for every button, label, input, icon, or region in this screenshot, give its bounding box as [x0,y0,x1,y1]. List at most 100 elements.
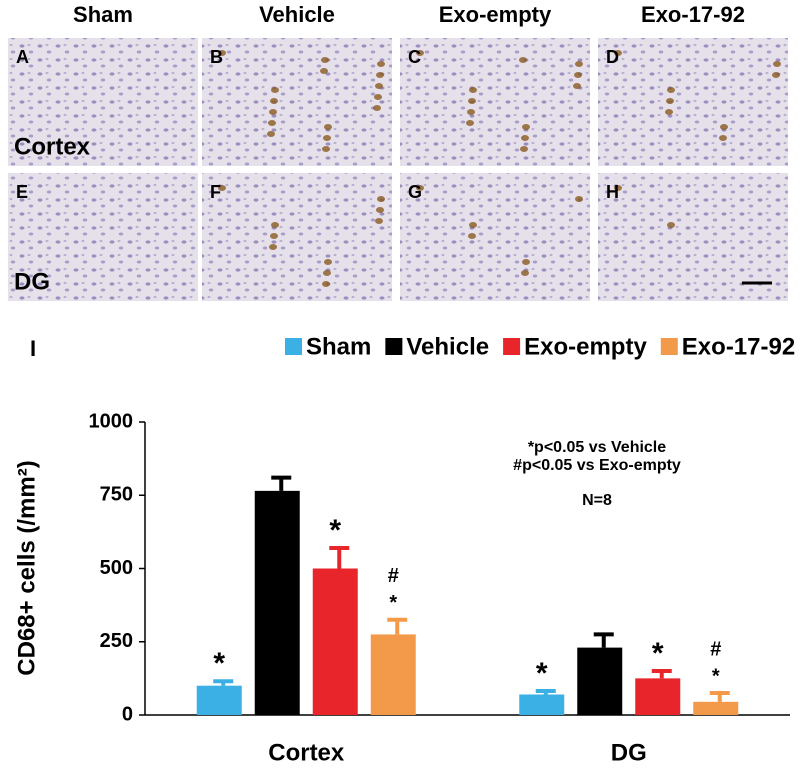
bar [577,647,623,715]
row-label: Cortex [14,133,91,160]
stain [520,146,528,152]
stain [467,109,475,115]
stain [614,50,622,56]
stain [377,61,385,67]
stain [575,61,583,67]
y-tick-label: 750 [100,484,133,506]
stain [521,270,529,276]
panel-label: E [16,182,28,202]
stain [269,244,277,250]
stain [522,124,530,130]
stain [468,233,476,239]
bar [519,694,565,715]
stain [270,98,278,104]
column-header: Exo-17-92 [641,2,745,27]
significance-mark: * [536,657,548,690]
stain [719,135,727,141]
panel-label: F [210,182,221,202]
micrograph [8,173,198,301]
panel-label: H [606,182,619,202]
stain [322,146,330,152]
stain [375,218,383,224]
panel-label: A [16,47,29,67]
stain [322,281,330,287]
stain [773,61,781,67]
stain [575,196,583,202]
stat-note: N=8 [582,492,612,509]
y-tick-label: 1000 [89,410,134,432]
significance-mark: # [388,565,399,587]
error-bar [271,475,292,491]
stain [720,124,728,130]
significance-mark: * [389,592,397,614]
significance-mark: * [213,647,225,680]
bar [312,568,358,715]
legend-swatch [385,338,403,355]
stain [665,109,673,115]
legend-label: Exo-17-92 [682,333,795,360]
bar [635,678,681,715]
stain [666,98,674,104]
error-bar [709,691,730,702]
y-axis-label: CD68+ cells (/mm²) [13,460,40,675]
legend-swatch [503,338,521,355]
stain [376,72,384,78]
bar [693,701,739,715]
stain [374,94,382,100]
micrograph [8,38,198,166]
legend-label: Sham [306,333,371,360]
y-tick-label: 500 [100,557,133,579]
error-bar [329,545,350,569]
micrograph [400,173,590,301]
error-bar [651,669,672,679]
stain [574,72,582,78]
y-tick-label: 0 [122,703,133,725]
stain [323,135,331,141]
stain [218,185,226,191]
error-bar [535,688,556,695]
column-header: Vehicle [259,2,335,27]
micrograph [598,38,788,166]
panel-label: C [408,47,421,67]
stain [271,222,279,228]
stain [521,135,529,141]
stain [772,72,780,78]
panel-label: D [606,47,619,67]
stain [469,222,477,228]
stain [268,120,276,126]
y-tick-label: 250 [100,630,133,652]
stain [573,83,581,89]
stain [321,57,329,63]
micrograph [400,38,590,166]
stain [667,222,675,228]
x-tick-label: DG [611,739,647,766]
stain [376,207,384,213]
x-tick-label: Cortex [268,739,345,766]
stain [267,131,275,137]
column-header: Exo-empty [439,2,552,27]
stain [667,87,675,93]
significance-mark: * [712,665,720,687]
stain [416,185,424,191]
stain [323,270,331,276]
stain [416,50,424,56]
significance-mark: * [329,514,341,547]
stat-note: #p<0.05 vs Exo-empty [513,457,681,474]
stain [519,57,527,63]
error-bar [387,617,408,635]
significance-mark: * [652,637,664,670]
stain [269,109,277,115]
column-header: Sham [73,2,133,27]
micrograph [598,173,788,301]
panel-label: I [30,336,36,361]
stain [468,98,476,104]
stain [324,124,332,130]
panel-label: B [210,47,223,67]
stain [522,259,530,265]
bar [370,634,416,715]
stain [218,50,226,56]
bar [254,490,300,715]
bar [196,685,242,715]
error-bar [593,632,614,648]
